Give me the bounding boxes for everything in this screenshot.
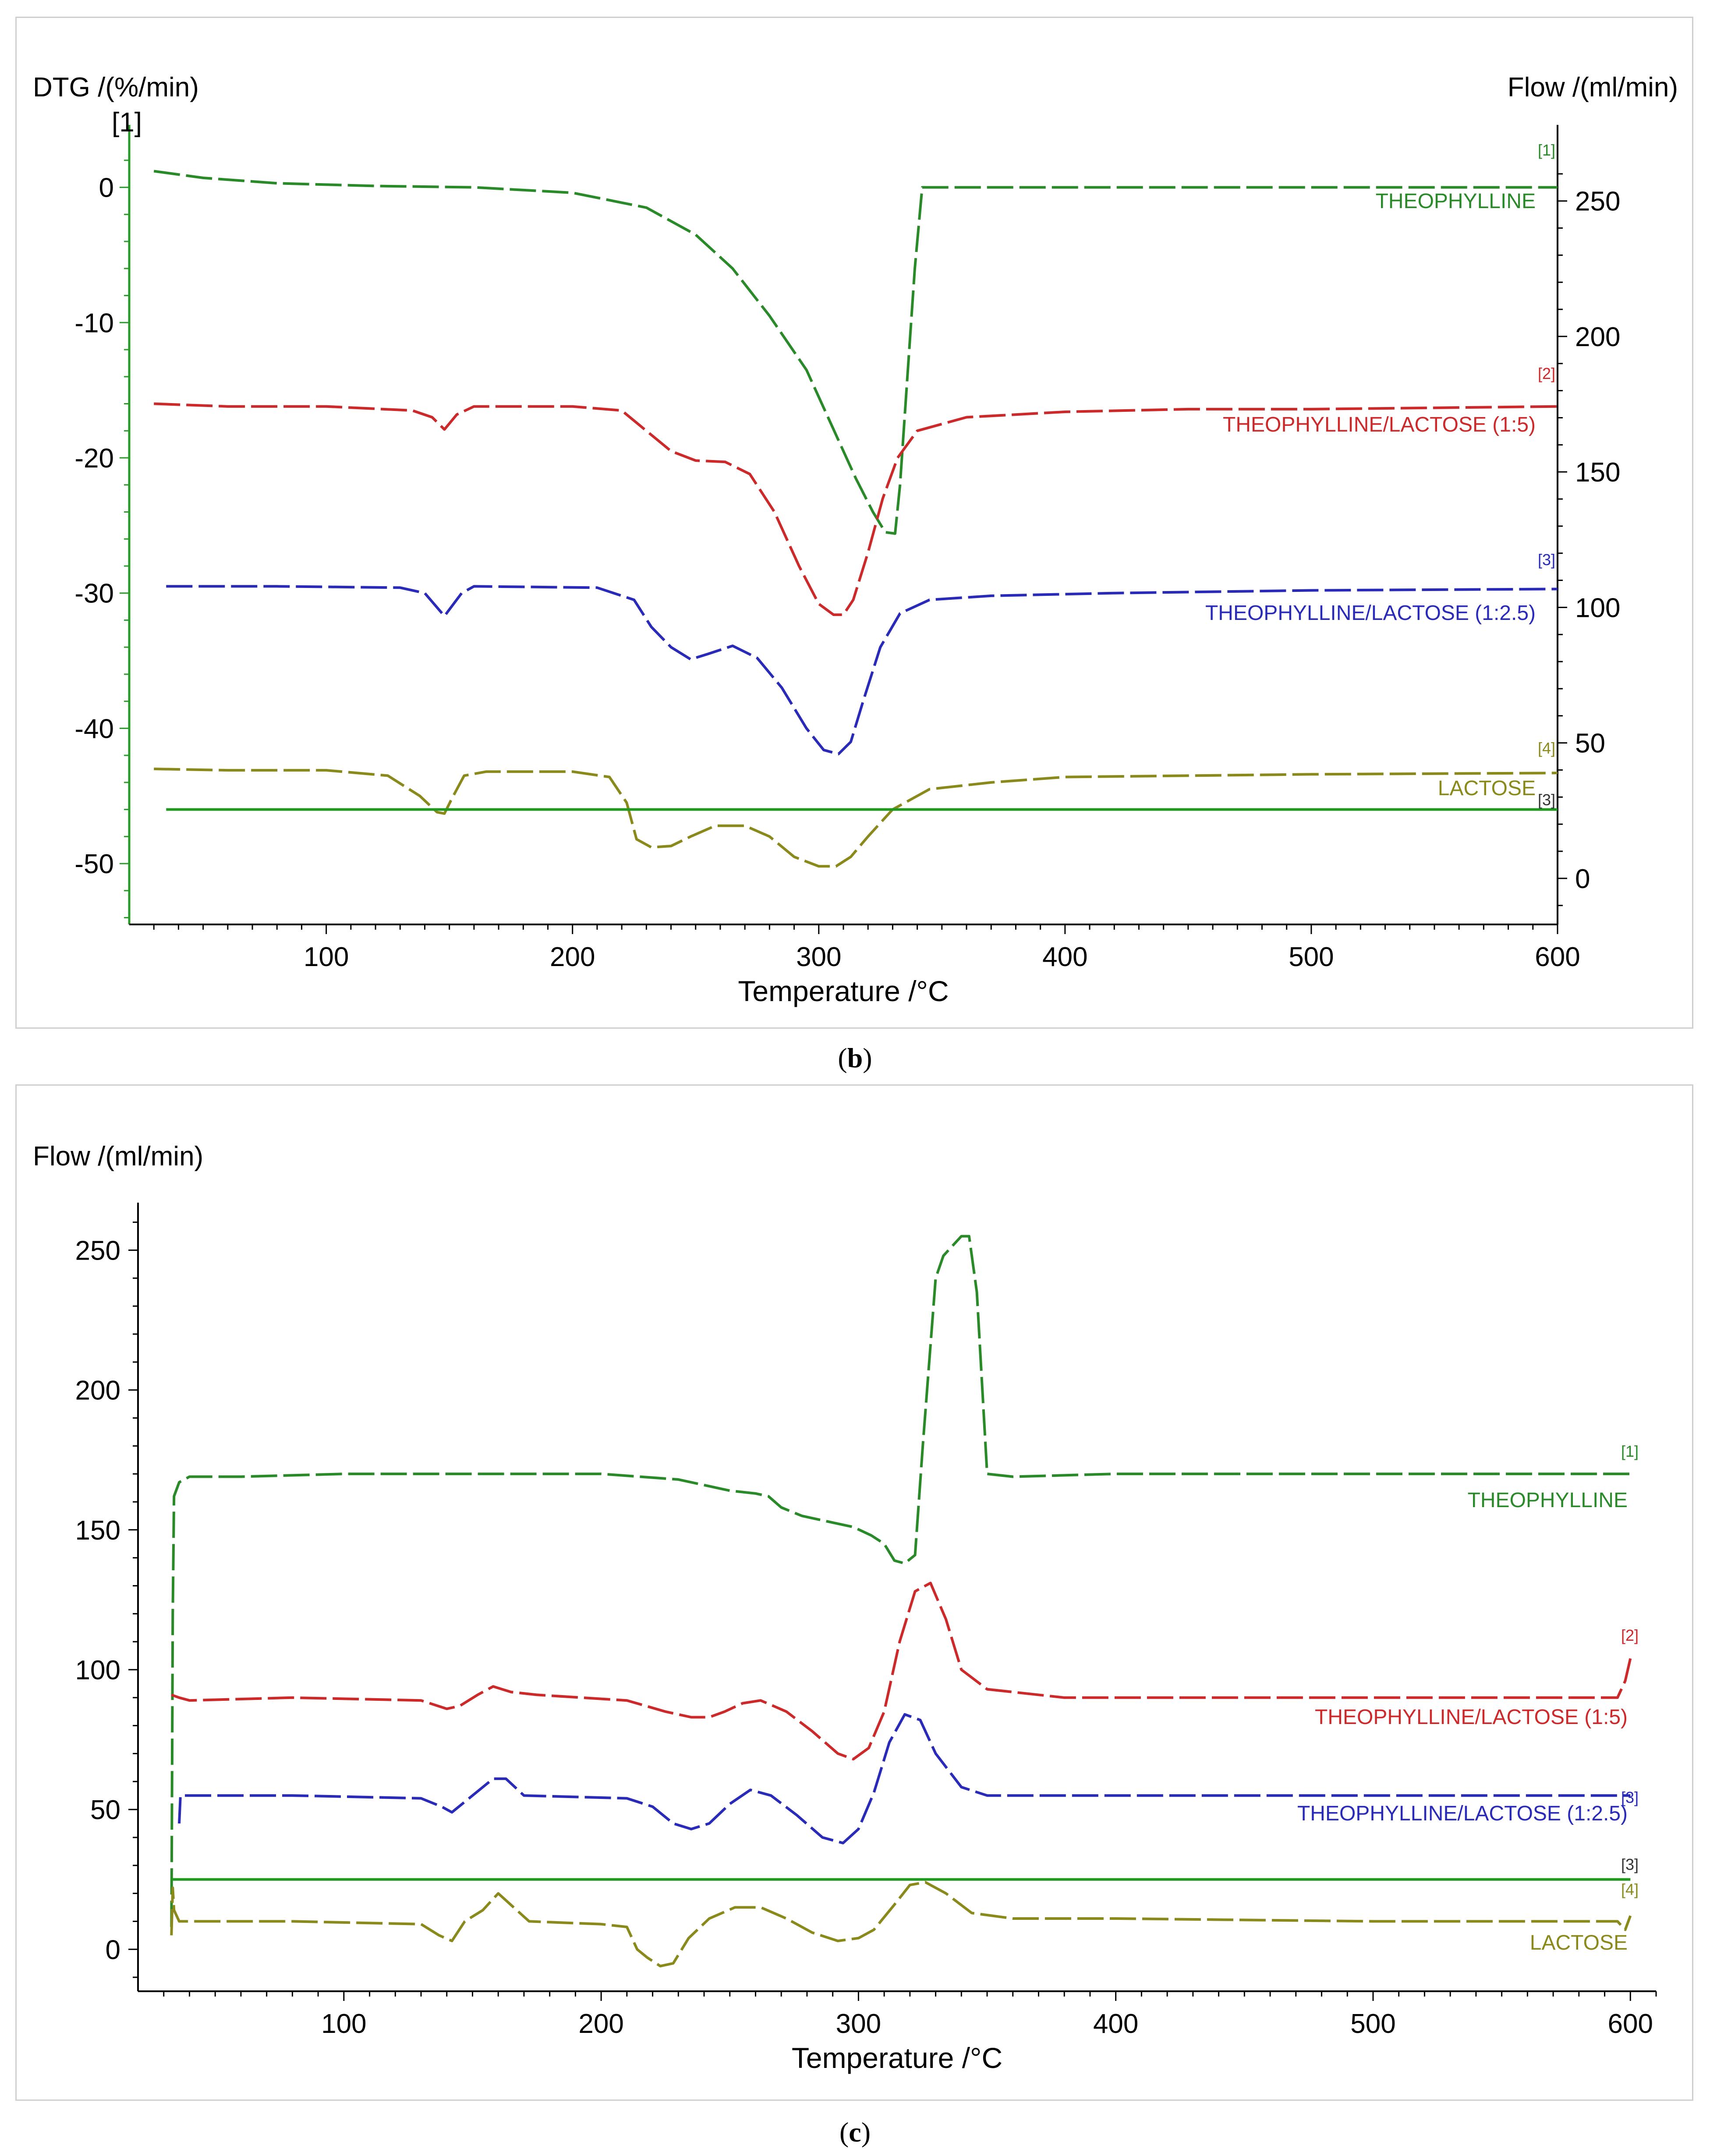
- c-series-marker: [4]: [1621, 1880, 1639, 1898]
- b-series-marker: [2]: [1538, 365, 1555, 382]
- c-x-tick-label: 400: [1093, 2009, 1138, 2039]
- chart-panel-b: [15, 17, 1693, 1029]
- b-y1-tick-label: -50: [74, 849, 114, 879]
- c-x-tick-label: 600: [1608, 2009, 1653, 2039]
- b-y2-tick-label: 200: [1575, 322, 1620, 352]
- b-x-tick-label: 600: [1535, 942, 1580, 972]
- b-series-label: LACTOSE: [1438, 777, 1536, 800]
- c-series-label: LACTOSE: [1530, 1931, 1628, 1954]
- caption-c-letter: c: [849, 2117, 861, 2148]
- caption-b-letter: b: [847, 1042, 863, 1073]
- chart-panel-c: [15, 1084, 1693, 2101]
- c-series-line: [170, 1881, 1632, 1968]
- c-baseline-marker: [3]: [1621, 1855, 1639, 1873]
- b-series-line: [154, 768, 1558, 868]
- b-y1-tick-label: -40: [74, 714, 114, 744]
- b-y1-tick-label: -30: [74, 579, 114, 609]
- caption-b: (b): [838, 1042, 872, 1073]
- b-y1-tick-label: -20: [74, 443, 114, 474]
- c-series-label: THEOPHYLLINE/LACTOSE (1:5): [1315, 1706, 1628, 1729]
- c-y-tick-label: 50: [90, 1795, 120, 1825]
- b-series-label: THEOPHYLLINE: [1376, 190, 1536, 213]
- c-series-line: [170, 1235, 1631, 1927]
- b-baseline-marker: [3]: [1538, 791, 1555, 809]
- b-x-tick-label: 400: [1042, 942, 1087, 972]
- b-series-line: [153, 170, 1558, 535]
- b-y2-tick-label: 0: [1575, 864, 1590, 894]
- b-x-label: Temperature /°C: [738, 975, 949, 1007]
- b-y1-curve-marker: [1]: [112, 107, 142, 138]
- c-series-marker: [3]: [1621, 1788, 1639, 1806]
- b-series-marker: [1]: [1538, 141, 1555, 159]
- c-y-tick-label: 250: [75, 1236, 120, 1266]
- c-y-tick-label: 100: [75, 1655, 120, 1685]
- c-series-marker: [2]: [1621, 1626, 1639, 1644]
- c-x-label: Temperature /°C: [792, 2042, 1002, 2074]
- c-x-tick-label: 500: [1350, 2009, 1395, 2039]
- b-series-label: THEOPHYLLINE/LACTOSE (1:5): [1223, 413, 1536, 436]
- b-series-line: [154, 402, 1558, 616]
- c-x-tick-label: 300: [836, 2009, 881, 2039]
- b-x-tick-label: 100: [304, 942, 349, 972]
- c-y-tick-label: 150: [75, 1515, 120, 1546]
- b-x-tick-label: 200: [550, 942, 595, 972]
- caption-c: (c): [839, 2117, 871, 2148]
- b-y1-label: DTG /(%/min): [33, 72, 199, 103]
- c-y-tick-label: 200: [75, 1376, 120, 1406]
- c-series-label: THEOPHYLLINE: [1468, 1489, 1628, 1512]
- b-series-label: THEOPHYLLINE/LACTOSE (1:2.5): [1205, 602, 1536, 625]
- b-y1-tick-label: 0: [99, 173, 114, 203]
- c-x-tick-label: 100: [321, 2009, 366, 2039]
- b-series-marker: [4]: [1538, 739, 1555, 757]
- c-series-line: [178, 1713, 1631, 1844]
- b-series-marker: [3]: [1538, 551, 1555, 569]
- b-series-line: [166, 585, 1558, 755]
- c-y-tick-label: 0: [106, 1935, 120, 1965]
- b-y2-tick-label: 100: [1575, 593, 1620, 623]
- c-x-tick-label: 200: [578, 2009, 623, 2039]
- c-y-label: Flow /(ml/min): [33, 1141, 203, 1172]
- b-x-tick-label: 300: [796, 942, 841, 972]
- b-y1-tick-label: -10: [74, 308, 114, 338]
- b-y2-tick-label: 50: [1575, 729, 1605, 759]
- b-y2-tick-label: 250: [1575, 187, 1620, 217]
- c-series-marker: [1]: [1621, 1442, 1639, 1460]
- c-series-label: THEOPHYLLINE/LACTOSE (1:2.5): [1297, 1802, 1628, 1825]
- b-x-tick-label: 500: [1289, 942, 1334, 972]
- c-series-line: [171, 1582, 1632, 1761]
- b-y2-label: Flow /(ml/min): [1508, 72, 1678, 103]
- b-y2-tick-label: 150: [1575, 457, 1620, 488]
